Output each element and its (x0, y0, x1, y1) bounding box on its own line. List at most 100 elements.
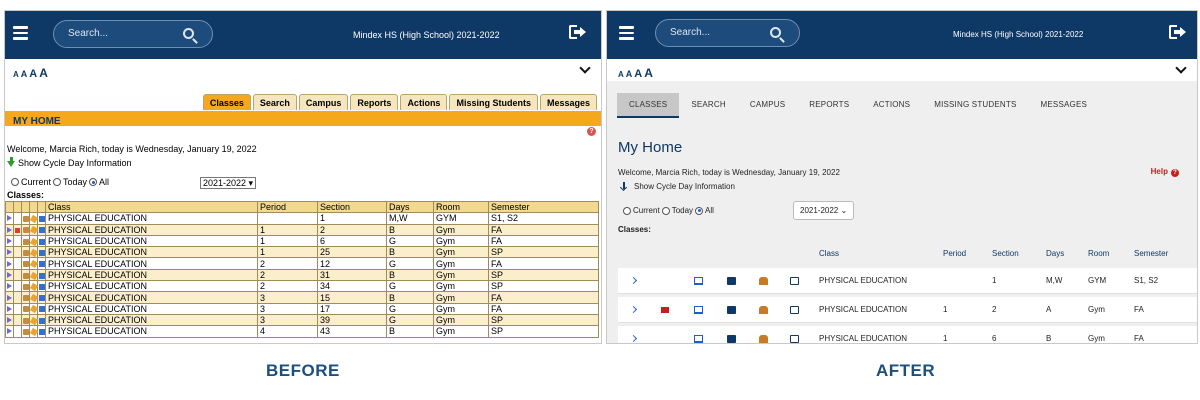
font-size-xs[interactable]: A (13, 70, 19, 79)
help-link[interactable]: Help? (1151, 167, 1179, 177)
table-row[interactable]: PHYSICAL EDUCATION 1 2 A Gym FA (618, 297, 1197, 323)
search-input[interactable]: Search... (53, 20, 213, 48)
tab-actions[interactable]: Actions (400, 94, 448, 110)
gradebook-icon[interactable] (29, 260, 38, 269)
radio-current[interactable] (623, 206, 631, 215)
font-size-l[interactable]: A (644, 66, 653, 80)
seating-chart-icon[interactable] (38, 227, 45, 234)
table-row[interactable]: PHYSICAL EDUCATION 4 43 B Gym SP (5, 325, 599, 338)
font-size-m[interactable]: A (634, 68, 643, 80)
logout-icon[interactable] (569, 25, 586, 39)
help-icon[interactable]: ? (587, 127, 596, 136)
tab-classes[interactable]: CLASSES (617, 93, 680, 118)
roster-icon[interactable] (22, 227, 29, 234)
tab-reports[interactable]: Reports (350, 94, 399, 110)
seating-chart-icon[interactable] (694, 306, 703, 314)
gradebook-icon[interactable] (29, 248, 38, 258)
roster-icon[interactable] (790, 306, 799, 314)
gradebook-icon[interactable] (727, 306, 736, 314)
roster-icon[interactable] (22, 283, 29, 290)
tab-messages[interactable]: Messages (539, 94, 597, 110)
seating-chart-icon[interactable] (38, 306, 45, 313)
table-row[interactable]: PHYSICAL EDUCATION 2 31 B Gym SP (5, 268, 599, 282)
table-row[interactable]: PHYSICAL EDUCATION 1 2 B Gym FA (5, 223, 599, 236)
year-select[interactable]: 2021-2022 (200, 177, 257, 189)
seating-chart-icon[interactable] (38, 216, 45, 223)
table-row[interactable]: PHYSICAL EDUCATION 1 M,W GYM S1, S2 (618, 268, 1197, 294)
table-row[interactable]: PHYSICAL EDUCATION 2 34 G Gym SP (5, 280, 599, 293)
expand-row-icon[interactable] (629, 334, 638, 343)
font-size-xs[interactable]: A (618, 70, 624, 79)
tab-search[interactable]: Search (252, 94, 297, 110)
seating-chart-icon[interactable] (38, 238, 45, 245)
seating-chart-icon[interactable] (38, 249, 45, 256)
expand-row-icon[interactable] (7, 249, 12, 256)
table-row[interactable]: PHYSICAL EDUCATION 2 12 G Gym FA (5, 257, 599, 270)
cycle-day-toggle[interactable]: Show Cycle Day Information (620, 182, 735, 191)
table-row[interactable]: PHYSICAL EDUCATION 3 17 G Gym FA (5, 302, 599, 315)
gradebook-icon[interactable] (29, 237, 38, 246)
table-row[interactable]: PHYSICAL EDUCATION 3 39 G Gym SP (5, 313, 599, 327)
gradebook-icon[interactable] (29, 282, 38, 291)
expand-row-icon[interactable] (7, 215, 12, 222)
tab-search[interactable]: SEARCH (691, 100, 726, 109)
roster-icon[interactable] (22, 306, 29, 313)
roster-icon[interactable] (790, 335, 799, 343)
gradebook-icon[interactable] (727, 335, 736, 343)
roster-icon[interactable] (22, 216, 29, 223)
expand-row-icon[interactable] (7, 317, 12, 324)
radio-current[interactable] (11, 178, 19, 186)
tab-campus[interactable]: CAMPUS (749, 100, 786, 109)
tab-missing-students[interactable]: MISSING STUDENTS (934, 100, 1017, 109)
roster-icon[interactable] (22, 317, 29, 324)
roster-icon[interactable] (22, 261, 29, 268)
table-row[interactable]: PHYSICAL EDUCATION 3 15 B Gym FA (5, 291, 599, 304)
roster-icon[interactable] (22, 238, 29, 245)
gradebook-icon[interactable] (727, 277, 736, 285)
font-size-s[interactable]: A (20, 69, 28, 79)
expand-row-icon[interactable] (7, 238, 12, 245)
gradebook-icon[interactable] (29, 305, 38, 314)
gradebook-icon[interactable] (29, 214, 38, 224)
roster-icon[interactable] (22, 329, 29, 336)
expand-row-icon[interactable] (7, 294, 12, 301)
font-size-m[interactable]: A (29, 68, 38, 80)
hamburger-menu-icon[interactable] (13, 26, 28, 40)
cycle-day-toggle[interactable]: Show Cycle Day Information (7, 156, 132, 168)
tab-reports[interactable]: REPORTS (809, 100, 850, 109)
table-row[interactable]: PHYSICAL EDUCATION 1 6 B Gym FA (618, 326, 1197, 343)
radio-all[interactable] (89, 178, 98, 186)
tab-actions[interactable]: ACTIONS (873, 100, 911, 109)
tab-classes[interactable]: Classes (202, 94, 251, 110)
attendance-icon[interactable] (759, 306, 768, 314)
font-size-l[interactable]: A (39, 66, 48, 80)
tab-messages[interactable]: MESSAGES (1040, 100, 1088, 109)
expand-row-icon[interactable] (7, 283, 12, 290)
seating-chart-icon[interactable] (38, 295, 45, 302)
table-row[interactable]: PHYSICAL EDUCATION 1 M,W GYM S1, S2 (5, 212, 599, 225)
seating-chart-icon[interactable] (38, 317, 45, 324)
chevron-down-icon[interactable] (579, 62, 591, 74)
font-size-s[interactable]: A (625, 69, 633, 79)
gradebook-icon[interactable] (29, 327, 38, 337)
table-row[interactable]: PHYSICAL EDUCATION 1 25 B Gym SP (5, 246, 599, 259)
search-icon[interactable] (183, 28, 194, 39)
table-row[interactable]: PHYSICAL EDUCATION 1 6 G Gym FA (5, 234, 599, 248)
tab-missing-students[interactable]: Missing Students (449, 94, 538, 110)
search-icon[interactable] (770, 27, 781, 38)
logout-icon[interactable] (1169, 25, 1186, 39)
seating-chart-icon[interactable] (38, 272, 45, 279)
seating-chart-icon[interactable] (38, 261, 45, 268)
gradebook-icon[interactable] (29, 226, 38, 235)
hamburger-menu-icon[interactable] (619, 26, 634, 40)
roster-icon[interactable] (22, 295, 29, 302)
radio-all[interactable] (695, 206, 704, 215)
expand-row-icon[interactable] (7, 271, 12, 278)
tab-campus[interactable]: Campus (298, 94, 349, 110)
radio-today[interactable] (53, 178, 62, 186)
gradebook-icon[interactable] (29, 271, 38, 280)
seating-chart-icon[interactable] (694, 335, 703, 343)
chevron-down-icon[interactable] (1175, 62, 1187, 74)
search-input[interactable]: Search... (655, 19, 800, 47)
seating-chart-icon[interactable] (38, 283, 45, 290)
